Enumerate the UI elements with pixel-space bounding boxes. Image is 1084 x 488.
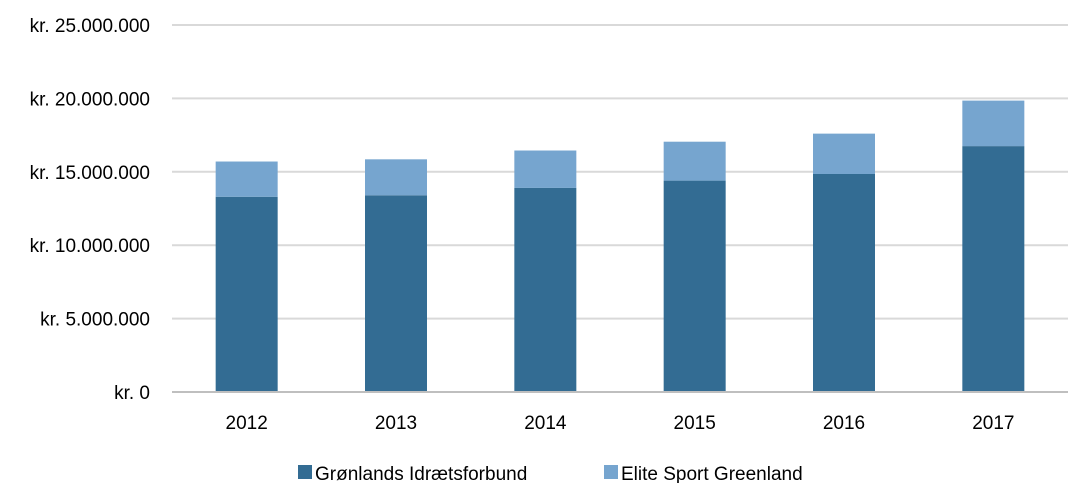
legend-label: Grønlands Idrætsforbund bbox=[315, 464, 527, 483]
bar-2012-series-1 bbox=[215, 196, 278, 392]
gridlines bbox=[172, 24, 1068, 320]
axes: kr. 0 kr. 5.000.000 kr. 10.000.000 kr. 15.0… bbox=[30, 16, 1068, 434]
bar-2014-series-1 bbox=[514, 187, 577, 392]
legend-swatch bbox=[604, 465, 618, 479]
legend: Grønlands Idrætsforbund Elite Sport Green… bbox=[298, 464, 803, 485]
bar-2016-series-2 bbox=[813, 133, 875, 175]
x-tick-label: 2016 bbox=[823, 413, 865, 434]
y-tick-label: kr. 25.000.000 bbox=[30, 16, 150, 37]
y-tick-label: kr. 5.000.000 bbox=[40, 310, 150, 331]
y-tick-label: kr. 0 bbox=[114, 383, 150, 404]
y-tick-label: kr. 15.000.000 bbox=[30, 163, 150, 184]
x-tick-label: 2013 bbox=[375, 413, 417, 434]
bars bbox=[215, 100, 1025, 392]
bar-2017-series-2 bbox=[962, 100, 1025, 147]
bar-2015-series-2 bbox=[663, 141, 726, 181]
x-tick-label: 2012 bbox=[226, 413, 268, 434]
y-tick-label: kr. 20.000.000 bbox=[30, 89, 150, 110]
x-tick-label: 2015 bbox=[674, 413, 716, 434]
bar-2014-series-2 bbox=[514, 150, 577, 188]
bar-2013-series-1 bbox=[365, 195, 427, 392]
y-tick-label: kr. 10.000.000 bbox=[30, 236, 150, 257]
bar-2015-series-1 bbox=[663, 180, 726, 392]
bar-2017-series-1 bbox=[962, 146, 1025, 392]
bar-2016-series-1 bbox=[813, 174, 875, 392]
bar-2013-series-2 bbox=[365, 159, 427, 196]
legend-label: Elite Sport Greenland bbox=[621, 464, 803, 483]
x-tick-label: 2017 bbox=[972, 413, 1014, 434]
x-tick-label: 2014 bbox=[524, 413, 567, 434]
legend-swatch bbox=[298, 465, 312, 479]
bar-2012-series-2 bbox=[215, 161, 278, 197]
